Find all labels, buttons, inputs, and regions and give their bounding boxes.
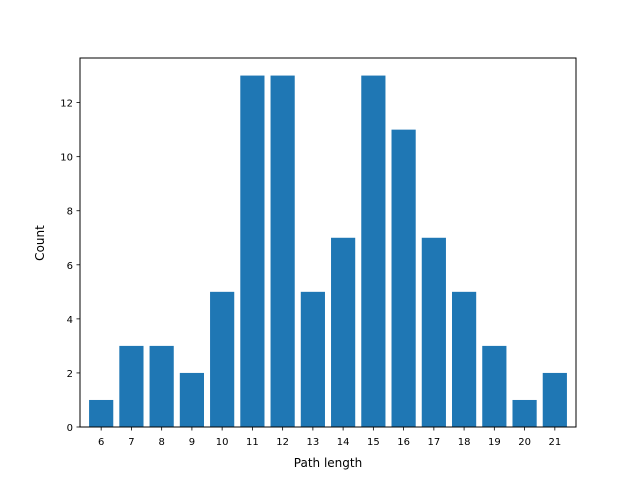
x-tick-label: 19: [488, 437, 501, 448]
bar-14: [331, 237, 356, 427]
y-axis-label: Count: [33, 225, 47, 261]
y-tick-label: 0: [67, 423, 73, 434]
bar-11: [240, 75, 265, 428]
bar-21: [542, 372, 567, 427]
bar-17: [421, 237, 446, 427]
bar-19: [482, 345, 507, 427]
x-tick-label: 9: [189, 437, 195, 448]
x-tick-label: 17: [427, 437, 440, 448]
y-tick-label: 6: [67, 261, 73, 272]
x-tick-label: 13: [307, 437, 320, 448]
bar-12: [270, 75, 295, 428]
x-tick-label: 10: [216, 437, 229, 448]
x-tick-label: 18: [458, 437, 471, 448]
bar-10: [210, 291, 235, 427]
bar-13: [300, 291, 325, 427]
y-tick-label: 4: [67, 315, 73, 326]
bar-6: [89, 399, 114, 427]
x-axis-label: Path length: [294, 456, 362, 470]
bar-15: [361, 75, 386, 428]
y-tick-label: 10: [60, 153, 73, 164]
bar-8: [149, 345, 174, 427]
bar-20: [512, 399, 537, 427]
bar-16: [391, 129, 416, 427]
x-tick-label: 7: [128, 437, 134, 448]
x-tick-label: 15: [367, 437, 380, 448]
x-tick-label: 11: [246, 437, 259, 448]
x-tick-label: 21: [548, 437, 561, 448]
x-tick-label: 16: [397, 437, 410, 448]
bar-18: [452, 291, 477, 427]
bar-9: [179, 372, 204, 427]
y-tick-label: 8: [67, 207, 73, 218]
x-tick-label: 14: [337, 437, 350, 448]
x-tick-label: 12: [276, 437, 289, 448]
y-tick-label: 2: [67, 369, 73, 380]
plot-area-frame: [79, 57, 577, 428]
x-tick-label: 8: [158, 437, 164, 448]
y-tick-label: 12: [60, 99, 73, 110]
x-tick-label: 6: [98, 437, 104, 448]
x-tick-label: 20: [518, 437, 531, 448]
bar-7: [119, 345, 144, 427]
